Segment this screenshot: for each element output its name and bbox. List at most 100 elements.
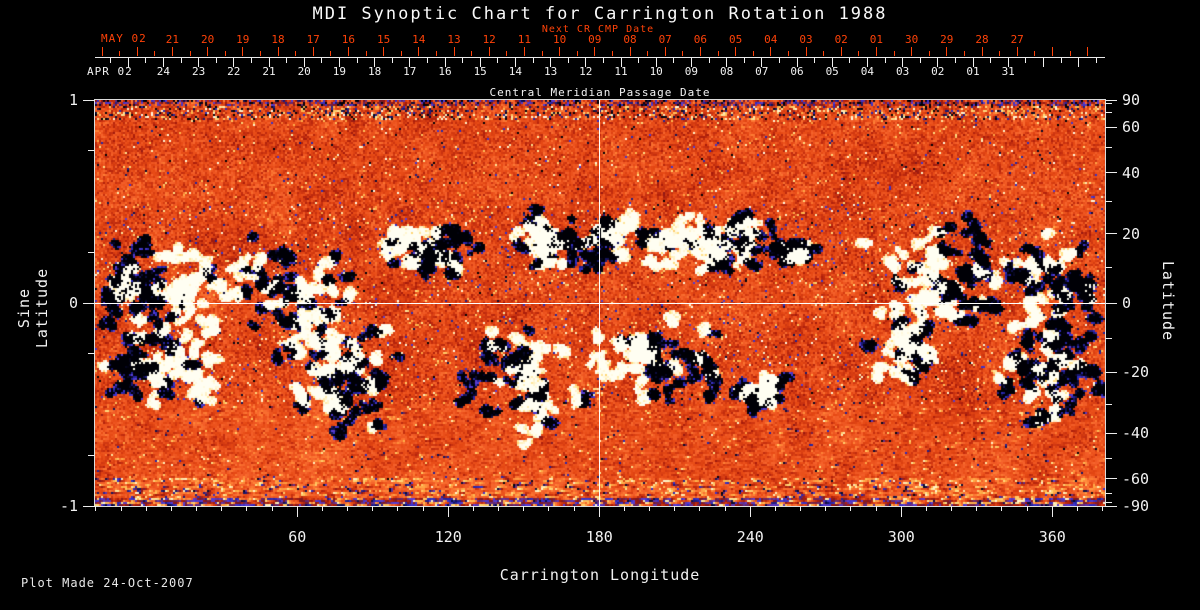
longitude-tick — [472, 506, 474, 511]
date-tick — [999, 51, 1001, 56]
chart-title: MDI Synoptic Chart for Carrington Rotati… — [312, 4, 888, 24]
date-tick — [1034, 51, 1036, 56]
latitude-tick-label: 60 — [1122, 118, 1141, 137]
date-tick-label: 13 — [543, 65, 558, 78]
date-tick-label: 17 — [403, 65, 417, 78]
date-tick — [162, 58, 164, 67]
date-tick — [664, 47, 666, 56]
date-tick — [312, 47, 314, 56]
date-tick — [911, 47, 913, 56]
date-tick — [682, 51, 684, 56]
date-tick — [532, 58, 534, 63]
next-cr-month-label: MAY 02 — [101, 32, 147, 45]
date-tick — [875, 47, 877, 56]
date-tick-label: 17 — [306, 33, 320, 46]
date-tick — [383, 47, 385, 56]
longitude-axis-title: Carrington Longitude — [499, 566, 701, 584]
date-tick — [1016, 47, 1018, 56]
longitude-tick — [1026, 506, 1028, 511]
date-tick-label: 31 — [1001, 65, 1015, 78]
date-tick-label: 10 — [649, 65, 663, 78]
longitude-tick — [498, 506, 500, 511]
date-tick-label: 09 — [684, 65, 699, 78]
cmp-axis-title: Central Meridian Passage Date — [489, 86, 711, 99]
date-tick — [488, 47, 490, 56]
date-tick — [981, 47, 983, 56]
date-tick — [1042, 58, 1044, 67]
date-tick-label: 07 — [658, 33, 672, 46]
date-tick — [884, 58, 886, 63]
date-tick — [576, 51, 578, 56]
latitude-tick — [1105, 505, 1117, 507]
date-tick-label: 11 — [614, 65, 628, 78]
date-tick-label: 15 — [376, 33, 391, 46]
date-tick — [400, 51, 402, 56]
date-tick — [1025, 58, 1027, 63]
latitude-tick-label: -20 — [1122, 363, 1150, 382]
latitude-tick-label: -90 — [1122, 497, 1150, 515]
latitude-tick — [1105, 146, 1112, 148]
date-tick — [594, 47, 596, 56]
longitude-tick — [1076, 506, 1078, 511]
date-tick-label: 13 — [447, 33, 461, 46]
date-tick — [928, 51, 930, 56]
longitude-tick — [674, 506, 676, 511]
date-tick-label: 02 — [931, 65, 945, 78]
date-tick — [946, 47, 948, 56]
date-tick — [1069, 51, 1071, 56]
date-tick — [233, 58, 235, 67]
longitude-tick — [120, 506, 122, 511]
sine-latitude-tick-label: 0 — [68, 294, 78, 312]
date-tick-label: 10 — [552, 33, 567, 46]
date-tick-label: 05 — [825, 65, 839, 78]
longitude-tick-label: 300 — [887, 528, 915, 546]
date-tick — [497, 58, 499, 63]
date-tick — [814, 58, 816, 63]
date-tick — [356, 58, 358, 63]
date-tick — [303, 58, 305, 67]
date-tick-label: 04 — [860, 65, 875, 78]
date-tick — [550, 58, 552, 67]
date-tick — [514, 58, 516, 67]
date-tick-label: 03 — [799, 33, 813, 46]
date-tick — [330, 51, 332, 56]
date-tick — [224, 51, 226, 56]
date-tick — [673, 58, 675, 63]
date-tick — [787, 51, 789, 56]
cmp-date-axis-line — [95, 57, 1105, 58]
date-tick — [629, 47, 631, 56]
latitude-tick-label: -40 — [1122, 424, 1150, 443]
date-tick — [726, 58, 728, 67]
sine-latitude-tick — [83, 302, 95, 304]
date-tick-label: 06 — [790, 65, 804, 78]
latitude-tick — [1105, 478, 1117, 480]
date-tick-label: 03 — [895, 65, 910, 78]
date-tick — [831, 58, 833, 67]
latitude-tick-label: 20 — [1122, 224, 1141, 243]
longitude-tick — [925, 506, 927, 511]
date-tick — [365, 51, 367, 56]
date-tick — [101, 47, 103, 56]
longitude-tick — [548, 506, 550, 511]
date-tick — [145, 58, 147, 63]
latitude-tick — [1105, 233, 1117, 235]
longitude-tick — [95, 506, 97, 511]
sine-latitude-minor-tick — [88, 353, 95, 355]
plot-made-timestamp: Plot Made 24-Oct-2007 — [21, 576, 194, 590]
date-tick — [154, 51, 156, 56]
sine-latitude-tick — [83, 99, 95, 101]
longitude-tick — [1102, 506, 1104, 511]
longitude-tick — [422, 506, 424, 511]
date-tick-label: 16 — [438, 65, 452, 78]
longitude-tick — [749, 506, 751, 517]
latitude-tick — [1105, 102, 1112, 104]
plot-frame — [94, 99, 1106, 507]
longitude-tick-label: 360 — [1038, 528, 1066, 546]
date-tick-label: 19 — [236, 33, 250, 46]
date-tick — [752, 51, 754, 56]
longitude-tick — [900, 506, 902, 517]
longitude-tick-label: 60 — [288, 528, 307, 546]
longitude-tick — [850, 506, 852, 511]
date-tick — [849, 58, 851, 63]
date-tick — [902, 58, 904, 67]
